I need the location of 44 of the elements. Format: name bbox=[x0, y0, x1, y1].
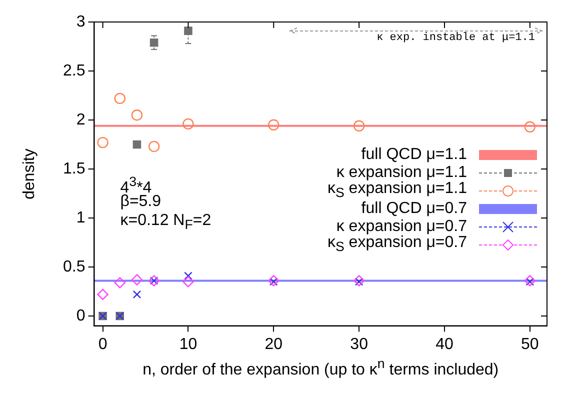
legend-label: full QCD μ=0.7 bbox=[361, 200, 467, 218]
x-tick-label: 40 bbox=[436, 336, 454, 353]
x-tick-label: 10 bbox=[179, 336, 198, 353]
point bbox=[268, 275, 280, 286]
annotation: β=5.9 bbox=[120, 193, 162, 211]
legend-label: full QCD μ=1.1 bbox=[361, 146, 467, 164]
legend-label: κ expansion μ=0.7 bbox=[336, 218, 467, 235]
y-tick-label: 2.5 bbox=[62, 62, 86, 80]
x-tick-label: 0 bbox=[98, 336, 108, 353]
point bbox=[182, 118, 194, 130]
point bbox=[524, 275, 536, 286]
x-tick-label: 20 bbox=[264, 336, 283, 353]
point bbox=[524, 121, 536, 132]
point bbox=[353, 120, 365, 132]
point bbox=[132, 290, 142, 299]
legend-label: κ$_{S}$ expansion μ=0.7 bbox=[327, 234, 467, 256]
y-tick-label: 3 bbox=[76, 13, 86, 30]
point bbox=[131, 274, 143, 286]
point bbox=[353, 275, 365, 286]
point bbox=[97, 288, 108, 300]
y-tick-label: 1.5 bbox=[62, 160, 86, 178]
point bbox=[114, 92, 126, 104]
annotation: κ exp. instable at μ=1.1 bbox=[376, 32, 535, 44]
point bbox=[97, 136, 108, 148]
y-tick-label: 0 bbox=[76, 307, 86, 324]
y-tick-label: 1 bbox=[76, 209, 86, 226]
legend-label: κ expansion μ=1.1 bbox=[336, 164, 467, 181]
point bbox=[184, 26, 192, 35]
y-tick-label: 0.5 bbox=[62, 258, 86, 276]
point bbox=[150, 38, 158, 47]
point bbox=[114, 277, 126, 288]
y-axis-title: density bbox=[21, 148, 39, 202]
legend-label: κ$_{S}$ expansion μ=1.1 bbox=[327, 180, 467, 200]
point bbox=[131, 110, 143, 121]
x-tick-label: 30 bbox=[350, 336, 368, 353]
point bbox=[184, 272, 192, 280]
annotation: κ=0.12 N$_{F}$=2 bbox=[120, 212, 212, 232]
x-axis-title: n, order of the expansion (up to κ$^{n}$ terms included) bbox=[142, 356, 500, 380]
point bbox=[182, 276, 194, 288]
point bbox=[148, 140, 160, 152]
point bbox=[132, 140, 142, 149]
point bbox=[268, 119, 280, 130]
y-tick-label: 2 bbox=[76, 111, 86, 128]
x-tick-label: 50 bbox=[521, 336, 539, 353]
